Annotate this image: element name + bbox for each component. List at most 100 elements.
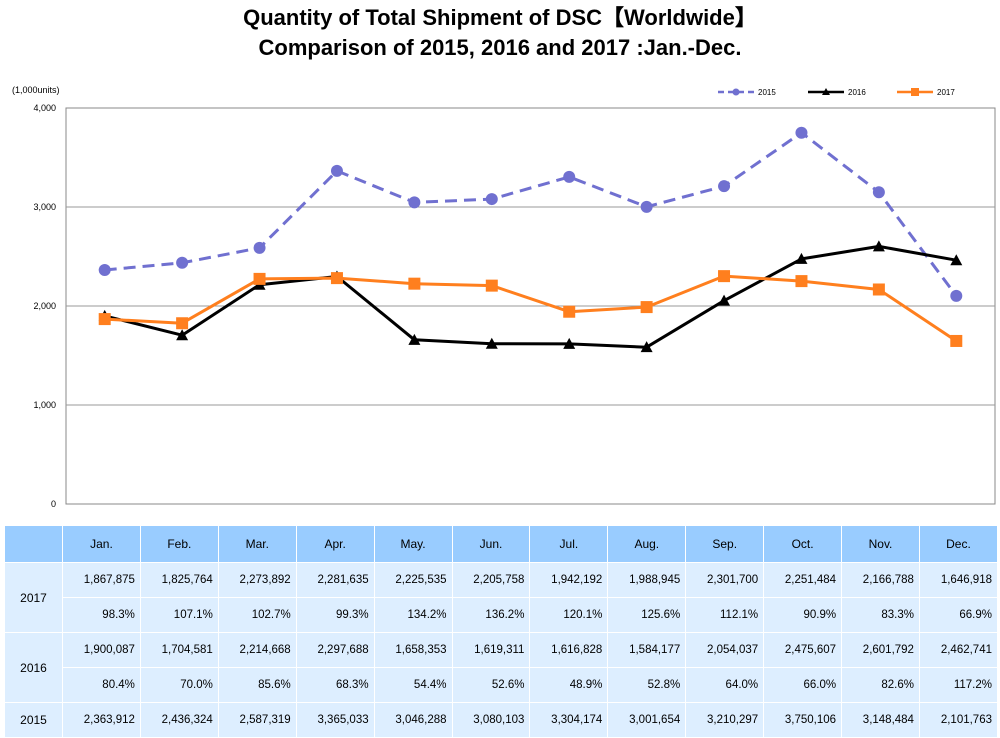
table-row: 2017 1,867,875 1,825,764 2,273,892 2,281…: [4, 562, 999, 633]
ratio-cell: 136.2%: [451, 597, 531, 633]
y-tick-label: 4,000: [33, 103, 56, 113]
ratio-cell: 117.2%: [918, 667, 999, 703]
chart-subtitle: Comparison of 2015, 2016 and 2017 :Jan.-…: [258, 35, 742, 60]
ratio-cell: 125.6%: [607, 597, 687, 633]
col-header: Dec.: [918, 525, 999, 563]
ratio-cell: 83.3%: [841, 597, 920, 633]
marker-triangle: [176, 329, 189, 341]
legend-label: 2015: [758, 88, 776, 97]
marker-square: [485, 279, 498, 292]
marker-triangle: [563, 337, 576, 349]
table-row: 80.4% 70.0% 85.6% 68.3% 54.4% 52.6% 48.9…: [5, 667, 999, 703]
col-header: Nov.: [841, 525, 920, 563]
data-table: Jan. Feb. Mar. Apr. May. Jun. Jul. Aug. …: [4, 525, 999, 738]
table-row: 2016 1,900,087 1,704,581 2,214,668 2,297…: [4, 632, 999, 703]
chart-title: Quantity of Total Shipment of DSC【Worldw…: [243, 5, 757, 30]
table-cell: 2,251,484: [763, 562, 843, 598]
marker-square: [718, 270, 731, 283]
ratio-cell: 112.1%: [685, 597, 765, 633]
table-cell: 1,616,828: [529, 632, 609, 668]
series-line: [104, 274, 958, 343]
table-cell: 3,750,106: [763, 702, 843, 738]
ratio-cell: 107.1%: [139, 597, 219, 633]
table-cell: 1,825,764: [139, 562, 219, 598]
table-cell: 2,273,892: [217, 562, 297, 598]
col-header: Sep.: [685, 525, 765, 563]
table-cell: 3,148,484: [841, 702, 920, 738]
legend-marker: [911, 88, 919, 96]
ratio-cell: 80.4%: [62, 667, 141, 703]
marker-square: [253, 272, 266, 285]
marker-square: [950, 334, 963, 347]
marker-square: [640, 301, 653, 314]
ratio-cell: 134.2%: [373, 597, 453, 633]
marker-circle: [640, 200, 653, 213]
ratio-cell: 48.9%: [529, 667, 609, 703]
table-cell: 1,619,311: [451, 632, 531, 668]
ratio-cell: 68.3%: [295, 667, 375, 703]
ratio-cell: 54.4%: [373, 667, 453, 703]
table-cell: 3,365,033: [295, 702, 375, 738]
table-cell: 2,054,037: [685, 632, 765, 668]
table-cell: 2,214,668: [217, 632, 297, 668]
col-header: Mar.: [217, 525, 297, 563]
marker-triangle: [408, 333, 421, 345]
table-cell: 2,205,758: [451, 562, 531, 598]
table-cell: 3,304,174: [529, 702, 609, 738]
marker-square: [330, 272, 343, 285]
table-cell: 2,601,792: [841, 632, 920, 668]
legend-label: 2017: [937, 88, 955, 97]
table-cell: 2,363,912: [62, 702, 141, 738]
table-cell: 2,462,741: [918, 632, 999, 668]
marker-triangle: [872, 240, 885, 252]
ratio-cell: 85.6%: [217, 667, 297, 703]
ratio-cell: 102.7%: [217, 597, 297, 633]
marker-circle: [718, 180, 731, 193]
row-year-label: 2015: [4, 702, 63, 738]
table-corner: [4, 525, 63, 563]
ratio-cell: 66.0%: [763, 667, 843, 703]
ratio-cell: 120.1%: [529, 597, 609, 633]
ratio-cell: 64.0%: [685, 667, 765, 703]
ratio-cell: 70.0%: [139, 667, 219, 703]
col-header: Jun.: [451, 525, 531, 563]
y-tick-label: 0: [51, 499, 56, 509]
marker-circle: [795, 126, 808, 139]
legend-marker: [822, 88, 830, 95]
table-cell: 2,297,688: [295, 632, 375, 668]
table-cell: 3,046,288: [373, 702, 453, 738]
table-cell: 3,080,103: [451, 702, 531, 738]
marker-square: [872, 283, 885, 296]
table-cell: 1,988,945: [607, 562, 687, 598]
ratio-cell: 98.3%: [62, 597, 141, 633]
col-header: Oct.: [763, 525, 843, 563]
marker-circle: [563, 170, 576, 183]
marker-square: [176, 317, 189, 330]
col-header: Jul.: [529, 525, 609, 563]
y-tick-label: 1,000: [33, 400, 56, 410]
y-tick-label: 2,000: [33, 301, 56, 311]
ratio-cell: 66.9%: [918, 597, 999, 633]
table-cell: 2,101,763: [918, 702, 999, 738]
table-cell: 1,584,177: [607, 632, 687, 668]
marker-square: [563, 305, 576, 318]
table-cell: 3,001,654: [607, 702, 687, 738]
marker-triangle: [640, 341, 653, 353]
ratio-cell: 90.9%: [763, 597, 843, 633]
marker-square: [795, 275, 808, 288]
table-cell: 3,210,297: [685, 702, 765, 738]
series-2015: [98, 126, 963, 302]
table-cell: 2,281,635: [295, 562, 375, 598]
series-2017: [98, 270, 963, 347]
marker-circle: [330, 164, 343, 177]
marker-circle: [253, 241, 266, 254]
row-year-label: 2017: [4, 562, 63, 633]
series-line: [104, 244, 957, 349]
table-cell: 1,646,918: [918, 562, 999, 598]
ratio-cell: 52.6%: [451, 667, 531, 703]
y-tick-label: 3,000: [33, 202, 56, 212]
legend-label: 2016: [848, 88, 866, 97]
unit-label: (1,000units): [12, 85, 60, 95]
legend-marker: [732, 88, 740, 96]
table-row: 98.3% 107.1% 102.7% 99.3% 134.2% 136.2% …: [5, 597, 999, 633]
